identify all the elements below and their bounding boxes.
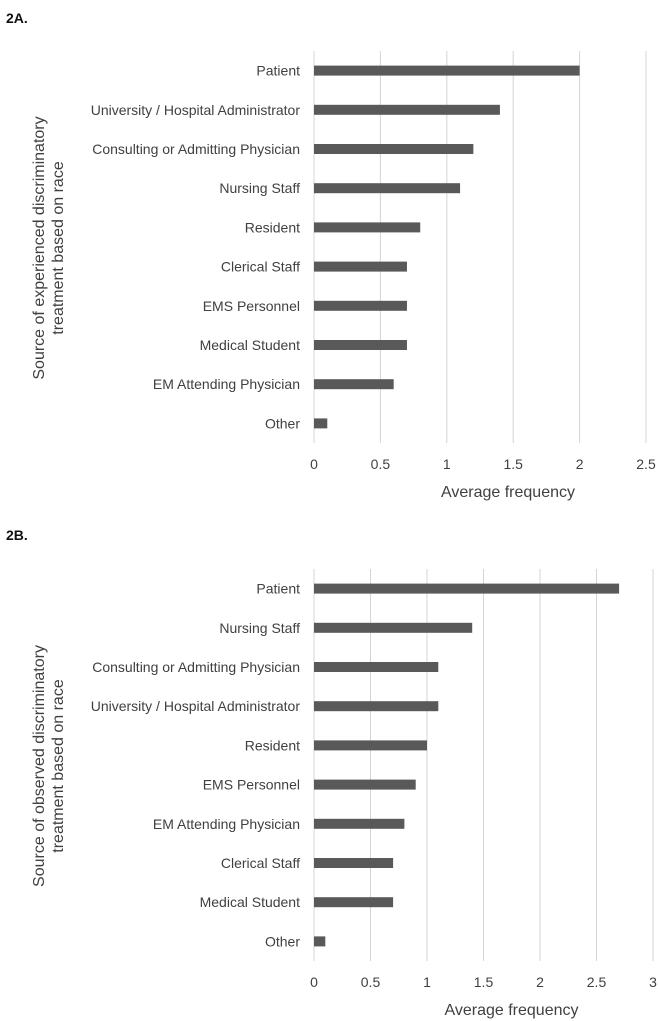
y-axis-title-line: Source of experienced discriminatory [31, 116, 48, 379]
category-label: Medical Student [200, 894, 301, 910]
category-label: EMS Personnel [203, 777, 300, 793]
x-tick-label: 0.5 [371, 456, 391, 472]
category-label: Patient [256, 63, 300, 79]
bar [314, 418, 328, 429]
bar [314, 222, 421, 233]
x-axis-title: Average frequency [441, 484, 575, 501]
y-axis-title-line: treatment based on race [50, 679, 67, 853]
panel-label-2a: 2A. [6, 10, 28, 26]
x-tick-label: 2 [536, 974, 544, 990]
x-tick-label: 1.5 [503, 456, 523, 472]
chart-2a: 0 0.5 1 1.5 2 2.5 Patient University / Hospital… [31, 51, 656, 501]
y-axis-title-line: Source of observed discriminatory [31, 645, 48, 887]
bar [314, 183, 461, 194]
bar [314, 104, 500, 115]
bar [314, 662, 439, 672]
category-label: Resident [245, 219, 300, 235]
category-label: Nursing Staff [219, 180, 300, 196]
bar [314, 144, 474, 154]
bar [314, 379, 394, 390]
category-label: EMS Personnel [203, 298, 300, 314]
bar [314, 897, 394, 908]
bar [314, 740, 427, 751]
bar [314, 858, 394, 868]
category-label: EM Attending Physician [153, 816, 300, 832]
category-label: Consulting or Admitting Physician [92, 141, 300, 157]
y-axis-title: Source of experienced discriminatory trea… [31, 116, 67, 379]
bar [314, 583, 620, 594]
bar [314, 779, 416, 790]
x-axis-title: Average frequency [444, 1002, 578, 1019]
x-tick-label: 3 [649, 974, 657, 990]
y-axis-title-line: treatment based on race [50, 161, 67, 335]
category-label: Other [265, 933, 300, 949]
category-label: Clerical Staff [221, 259, 300, 275]
bar [314, 818, 405, 829]
category-label: EM Attending Physician [153, 376, 300, 392]
category-label: Clerical Staff [221, 855, 300, 871]
category-label: University / Hospital Administrator [91, 698, 301, 714]
bar [314, 622, 473, 633]
category-label: Patient [256, 581, 300, 597]
x-tick-label: 1 [423, 974, 431, 990]
x-tick-label: 2.5 [636, 456, 656, 472]
y-axis-title: Source of observed discriminatory treatme… [31, 645, 67, 887]
x-tick-label: 2 [576, 456, 584, 472]
category-label: Resident [245, 737, 300, 753]
x-tick-label: 1.5 [474, 974, 494, 990]
chart-2b: 0 0.5 1 1.5 2 2.5 3 Patient Nursing Staff Consult… [31, 569, 657, 1019]
bar [314, 340, 407, 350]
panel-label-2b: 2B. [6, 527, 28, 543]
category-label: Nursing Staff [219, 620, 300, 636]
x-tick-label: 1 [443, 456, 451, 472]
bar [314, 701, 439, 712]
x-tick-label: 0 [310, 974, 318, 990]
bar [314, 936, 326, 947]
x-tick-label: 0 [310, 456, 318, 472]
x-tick-label: 0.5 [361, 974, 381, 990]
bar [314, 261, 407, 272]
x-tick-label: 2.5 [587, 974, 607, 990]
category-label: Medical Student [200, 337, 301, 353]
category-label: Consulting or Admitting Physician [92, 659, 300, 675]
category-label: Other [265, 415, 300, 431]
bar [314, 65, 580, 76]
bar [314, 300, 407, 311]
category-label: University / Hospital Administrator [91, 102, 301, 118]
